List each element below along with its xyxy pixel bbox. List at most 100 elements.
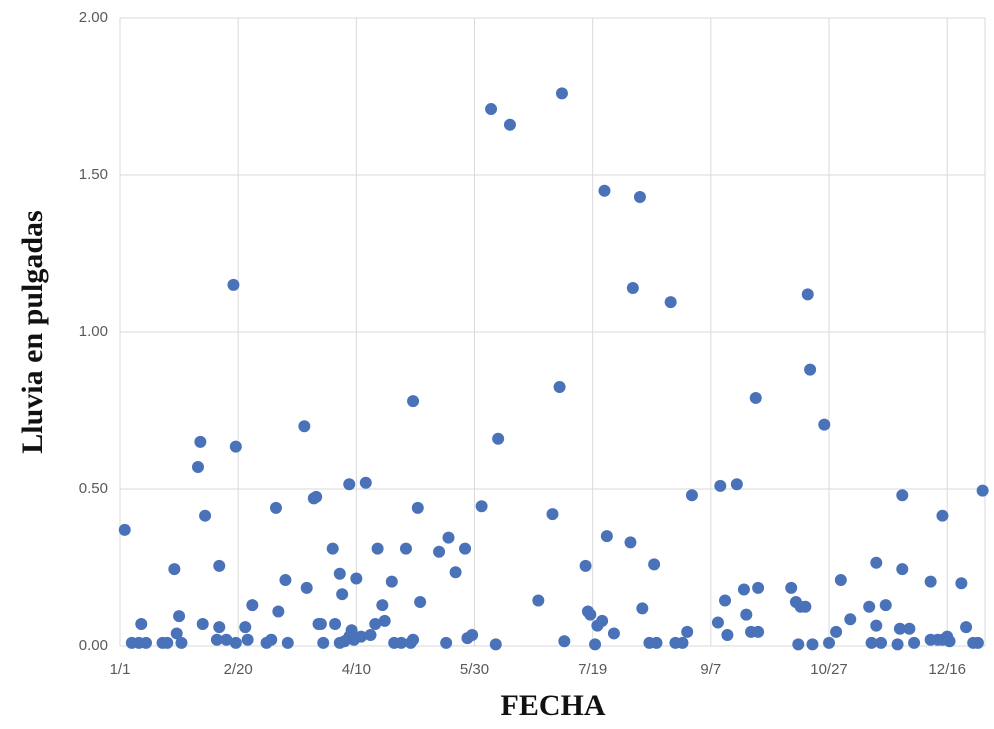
data-point xyxy=(749,391,762,404)
y-axis-title: Lluvia en pulgadas xyxy=(16,210,49,453)
data-point xyxy=(924,575,937,588)
data-point xyxy=(558,635,571,648)
data-point xyxy=(893,622,906,635)
data-point xyxy=(891,638,904,651)
data-point xyxy=(636,602,649,615)
data-point xyxy=(269,501,282,514)
x-tick-label: 5/30 xyxy=(460,661,489,678)
data-point xyxy=(329,618,342,631)
data-point xyxy=(818,418,831,431)
data-point xyxy=(711,616,724,629)
data-point xyxy=(955,577,968,590)
data-point xyxy=(210,633,223,646)
data-point xyxy=(752,625,765,638)
y-tick-label: 1.50 xyxy=(79,166,108,183)
data-point xyxy=(459,542,472,555)
x-tick-label: 2/20 xyxy=(224,661,253,678)
data-point xyxy=(879,599,892,612)
data-point xyxy=(752,581,765,594)
data-point xyxy=(719,594,732,607)
data-point xyxy=(721,629,734,642)
data-point xyxy=(449,566,462,579)
data-point xyxy=(896,489,909,502)
data-point xyxy=(440,636,453,649)
data-point xyxy=(246,599,259,612)
data-point xyxy=(903,622,916,635)
data-point xyxy=(371,542,384,555)
data-point xyxy=(607,627,620,640)
data-point xyxy=(489,638,502,651)
data-point xyxy=(804,363,817,376)
data-point xyxy=(407,395,420,408)
y-tick-label: 1.00 xyxy=(79,323,108,340)
data-point xyxy=(272,605,285,618)
data-point xyxy=(896,563,909,576)
data-point xyxy=(173,610,186,623)
data-point xyxy=(976,484,989,497)
data-point xyxy=(213,621,226,634)
data-point xyxy=(333,567,346,580)
data-point xyxy=(442,531,455,544)
data-point xyxy=(355,630,368,643)
data-point xyxy=(971,636,984,649)
data-point xyxy=(589,638,602,651)
data-point xyxy=(135,618,148,631)
data-point xyxy=(555,87,568,100)
data-point xyxy=(239,621,252,634)
data-point xyxy=(343,478,356,491)
data-point xyxy=(492,432,505,445)
data-point xyxy=(806,638,819,651)
data-point xyxy=(241,633,254,646)
data-point xyxy=(326,542,339,555)
data-point xyxy=(433,545,446,558)
data-point xyxy=(350,572,363,585)
data-point xyxy=(648,558,661,571)
x-tick-label: 4/10 xyxy=(342,661,371,678)
data-point xyxy=(834,574,847,587)
data-point xyxy=(175,636,188,649)
data-point xyxy=(792,638,805,651)
data-point xyxy=(310,490,323,503)
data-point xyxy=(395,636,408,649)
data-point xyxy=(676,636,689,649)
data-point xyxy=(870,556,883,569)
data-point xyxy=(875,636,888,649)
y-tick-label: 2.00 xyxy=(79,9,108,26)
data-point xyxy=(399,542,412,555)
x-tick-label: 10/27 xyxy=(810,661,848,678)
data-point xyxy=(227,278,240,291)
data-point xyxy=(598,184,611,197)
data-point xyxy=(936,509,949,522)
data-point xyxy=(281,636,294,649)
x-tick-label: 7/19 xyxy=(578,661,607,678)
data-point xyxy=(600,530,613,543)
data-point xyxy=(532,594,545,607)
y-tick-label: 0.00 xyxy=(79,637,108,654)
data-point xyxy=(553,380,566,393)
data-point xyxy=(191,461,204,474)
data-point xyxy=(740,608,753,621)
data-point xyxy=(168,563,181,576)
data-point xyxy=(681,625,694,638)
data-point xyxy=(279,574,292,587)
data-point xyxy=(139,636,152,649)
data-point xyxy=(196,618,209,631)
data-point xyxy=(865,636,878,649)
data-point xyxy=(863,600,876,613)
data-point xyxy=(908,636,921,649)
data-point xyxy=(475,500,488,513)
data-point xyxy=(650,636,663,649)
data-point xyxy=(799,600,812,613)
data-point xyxy=(943,635,956,648)
x-tick-label: 1/1 xyxy=(110,661,131,678)
data-point xyxy=(466,629,479,642)
data-point xyxy=(364,629,377,642)
data-point xyxy=(730,478,743,491)
data-point xyxy=(118,523,131,536)
data-point xyxy=(161,636,174,649)
data-point xyxy=(737,583,750,596)
data-point xyxy=(265,633,278,646)
data-point xyxy=(314,618,327,631)
data-point xyxy=(194,435,207,448)
